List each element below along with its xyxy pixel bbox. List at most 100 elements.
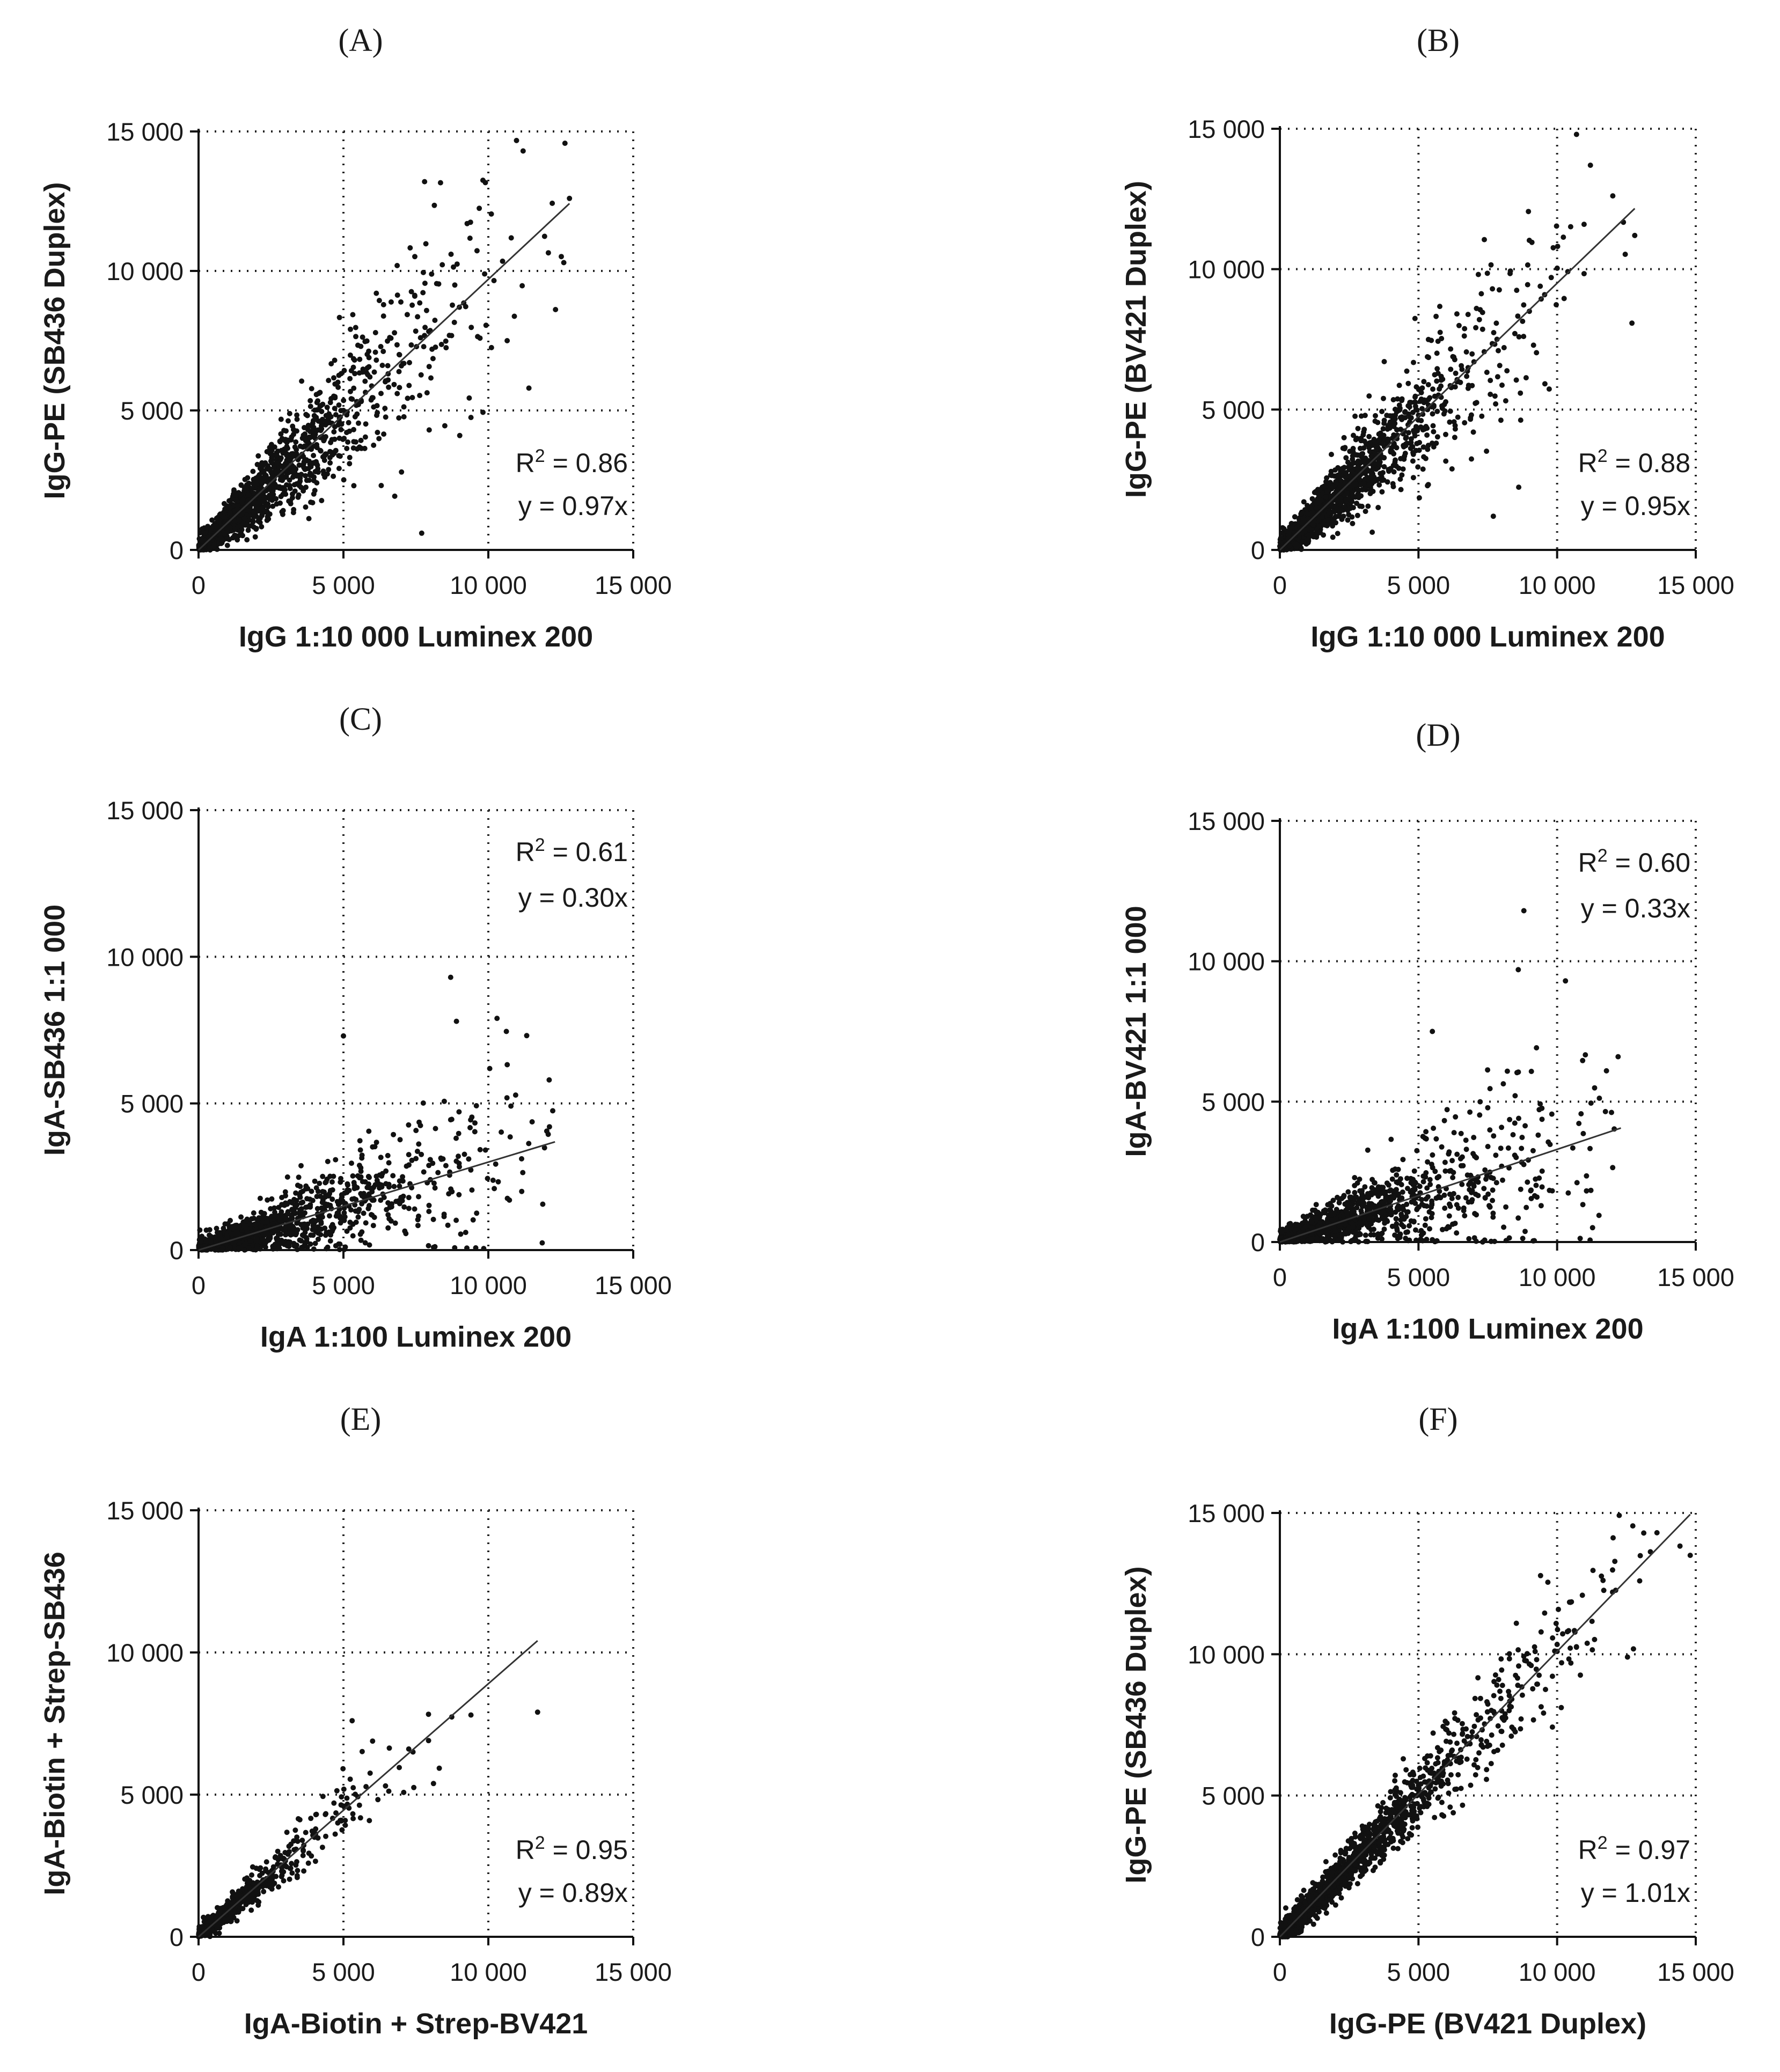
- data-point: [1436, 1174, 1442, 1180]
- data-point: [1424, 432, 1430, 438]
- data-point: [464, 1245, 470, 1251]
- data-point: [253, 477, 259, 483]
- data-point: [401, 404, 407, 410]
- data-point: [294, 447, 299, 453]
- data-point: [1518, 417, 1523, 423]
- data-point: [470, 1217, 476, 1223]
- data-point: [1361, 459, 1367, 465]
- data-point: [213, 523, 218, 529]
- data-point: [276, 1204, 282, 1210]
- data-point: [371, 1185, 377, 1191]
- data-point: [314, 480, 320, 486]
- data-point: [1329, 452, 1334, 457]
- data-point: [272, 1229, 278, 1235]
- data-point: [1419, 385, 1425, 391]
- data-point: [1352, 413, 1358, 419]
- data-point: [419, 1151, 424, 1157]
- data-point: [1488, 262, 1494, 268]
- data-point: [251, 1210, 257, 1216]
- data-point: [1413, 1237, 1419, 1243]
- data-point: [289, 1213, 294, 1219]
- data-point: [1366, 393, 1372, 399]
- data-point: [453, 1135, 459, 1141]
- data-point: [1469, 456, 1474, 462]
- data-point: [342, 1214, 348, 1220]
- data-point: [1403, 435, 1409, 441]
- data-point: [540, 1201, 546, 1207]
- data-point: [291, 465, 297, 471]
- data-point: [1299, 509, 1305, 515]
- data-point: [373, 1140, 379, 1145]
- data-point: [468, 415, 474, 421]
- data-point: [451, 264, 456, 270]
- data-point: [1580, 1130, 1586, 1136]
- data-point: [1343, 455, 1349, 461]
- data-point: [456, 1153, 461, 1159]
- data-point: [1358, 482, 1364, 488]
- data-point: [1351, 432, 1356, 438]
- data-point: [1426, 355, 1431, 361]
- data-point: [487, 1066, 493, 1071]
- data-point: [353, 334, 358, 340]
- data-point: [1492, 393, 1498, 399]
- data-point: [286, 437, 292, 443]
- data-point: [1437, 329, 1443, 335]
- data-point: [1501, 1224, 1507, 1230]
- data-point: [317, 1180, 323, 1186]
- data-point: [1373, 413, 1378, 418]
- data-point: [1459, 366, 1465, 372]
- data-point: [245, 523, 251, 528]
- data-point: [1454, 311, 1460, 317]
- data-point: [263, 508, 268, 514]
- data-point: [381, 431, 387, 437]
- data-point: [224, 542, 230, 548]
- data-point: [1378, 471, 1383, 476]
- data-point: [351, 1186, 357, 1192]
- data-point: [356, 370, 362, 376]
- data-point: [1413, 426, 1418, 432]
- data-point: [466, 395, 472, 401]
- data-point: [1587, 1145, 1593, 1151]
- data-point: [306, 516, 312, 521]
- data-point: [311, 1246, 317, 1252]
- data-point: [290, 1207, 296, 1213]
- data-point: [284, 1174, 290, 1180]
- data-point: [1394, 1172, 1400, 1178]
- data-point: [424, 390, 430, 396]
- data-point: [1387, 425, 1393, 431]
- data-point: [302, 1241, 308, 1247]
- data-point: [559, 254, 564, 260]
- data-point: [1325, 517, 1331, 523]
- data-point: [1355, 467, 1361, 473]
- y-tick-label: 5 000: [1202, 1088, 1265, 1116]
- data-point: [348, 1207, 354, 1213]
- y-tick-label: 5 000: [120, 396, 184, 425]
- data-point: [442, 423, 448, 429]
- y-tick-label: 10 000: [1188, 947, 1265, 976]
- x-tick-label: 0: [192, 571, 206, 599]
- data-point: [449, 333, 455, 339]
- data-point: [1525, 282, 1530, 288]
- data-point: [426, 364, 432, 370]
- data-point: [363, 1220, 369, 1226]
- data-point: [380, 313, 386, 319]
- data-point: [270, 503, 276, 509]
- data-point: [323, 1232, 328, 1238]
- data-point: [362, 339, 368, 344]
- y-tick-label: 0: [170, 1236, 184, 1265]
- data-point: [1412, 394, 1418, 400]
- y-tick-label: 0: [1251, 1228, 1265, 1257]
- data-point: [284, 1201, 290, 1207]
- data-point: [302, 1221, 307, 1227]
- data-point: [337, 1241, 343, 1247]
- data-point: [347, 1219, 353, 1225]
- data-point: [344, 445, 350, 451]
- data-point: [1503, 398, 1508, 404]
- data-point: [430, 1216, 436, 1222]
- data-point: [420, 269, 426, 275]
- data-point: [1375, 505, 1381, 510]
- data-point: [312, 407, 318, 413]
- data-point: [1379, 489, 1385, 495]
- data-point: [1456, 322, 1462, 328]
